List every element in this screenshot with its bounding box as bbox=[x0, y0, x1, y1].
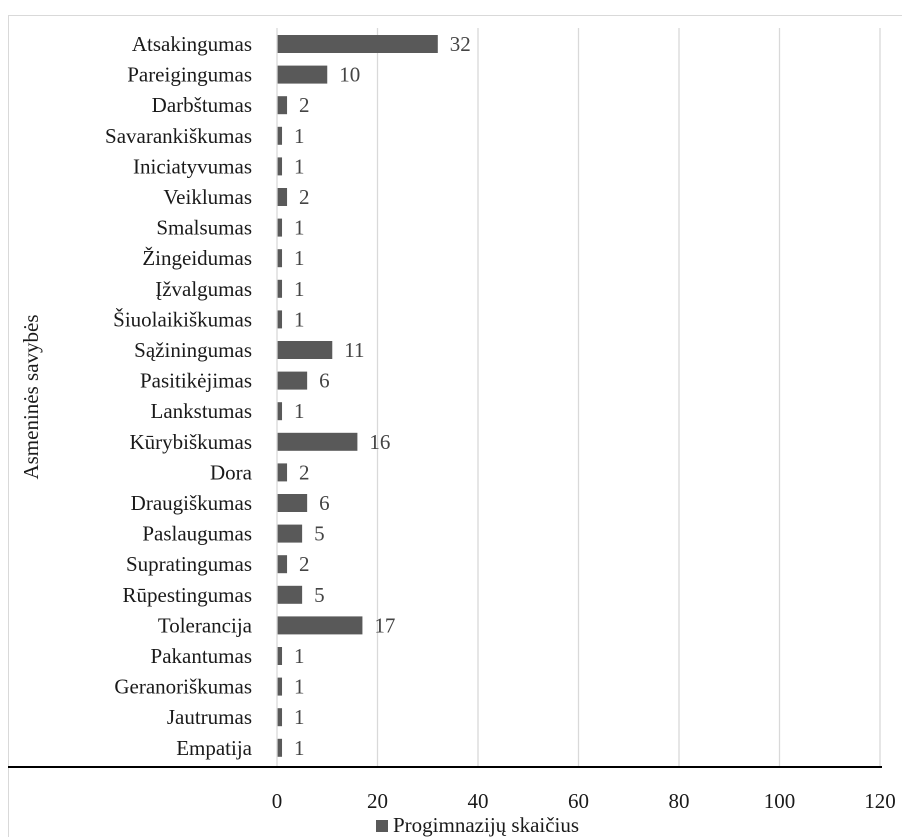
bars bbox=[277, 35, 438, 757]
bar bbox=[277, 738, 283, 757]
category-label: Darbštumas bbox=[152, 93, 252, 117]
data-label: 16 bbox=[369, 430, 390, 454]
axes bbox=[8, 28, 882, 768]
data-label: 2 bbox=[299, 185, 310, 209]
x-tick-label: 20 bbox=[367, 789, 388, 813]
x-tick-label: 60 bbox=[568, 789, 589, 813]
category-label: Rūpestingumas bbox=[123, 583, 253, 607]
bar bbox=[277, 218, 283, 237]
category-label: Lankstumas bbox=[151, 399, 252, 423]
data-label: 1 bbox=[294, 644, 305, 668]
bar bbox=[277, 96, 288, 115]
category-label: Kūrybiškumas bbox=[130, 430, 253, 454]
data-label: 2 bbox=[299, 460, 310, 484]
category-label: Paslaugumas bbox=[142, 522, 252, 546]
data-label: 2 bbox=[299, 93, 310, 117]
category-label: Pakantumas bbox=[151, 644, 252, 668]
bar bbox=[277, 35, 438, 53]
y-axis-title: Asmeninės savybės bbox=[19, 314, 43, 479]
bar bbox=[277, 463, 288, 482]
x-tick-label: 80 bbox=[669, 789, 690, 813]
data-label: 32 bbox=[450, 32, 471, 56]
data-label: 11 bbox=[344, 338, 364, 362]
category-label: Žingeidumas bbox=[142, 246, 252, 270]
bar bbox=[277, 524, 303, 543]
category-label: Šiuolaikiškumas bbox=[113, 307, 252, 331]
data-label: 1 bbox=[294, 154, 305, 178]
legend-label: Progimnazijų skaičius bbox=[393, 813, 579, 837]
data-label: 1 bbox=[294, 675, 305, 699]
data-label: 1 bbox=[294, 216, 305, 240]
bar bbox=[277, 65, 328, 84]
category-label: Geranoriškumas bbox=[114, 675, 252, 699]
category-label: Draugiškumas bbox=[131, 491, 252, 515]
chart-frame bbox=[8, 15, 902, 837]
category-label: Pasitikėjimas bbox=[140, 369, 252, 393]
category-label: Pareigingumas bbox=[127, 63, 252, 87]
bar bbox=[277, 432, 358, 451]
category-label: Tolerancija bbox=[158, 613, 253, 637]
data-label: 1 bbox=[294, 399, 305, 423]
x-tick-label: 100 bbox=[764, 789, 796, 813]
category-label: Supratingumas bbox=[126, 552, 252, 576]
bar bbox=[277, 341, 333, 359]
category-label: Įžvalgumas bbox=[155, 277, 252, 301]
data-label: 1 bbox=[294, 307, 305, 331]
category-label: Empatija bbox=[176, 736, 252, 760]
category-labels: Atsakingumas Pareigingumas Darbštumas Savar… bbox=[105, 32, 253, 760]
x-tick-label: 120 bbox=[864, 789, 896, 813]
bar bbox=[277, 616, 363, 635]
bar bbox=[277, 249, 283, 268]
data-label: 1 bbox=[294, 277, 305, 301]
category-label: Atsakingumas bbox=[132, 32, 252, 56]
data-label: 17 bbox=[374, 613, 395, 637]
data-label: 5 bbox=[314, 583, 325, 607]
category-label: Iniciatyvumas bbox=[133, 154, 252, 178]
data-label: 10 bbox=[339, 63, 360, 87]
x-tick-label: 0 bbox=[272, 789, 283, 813]
category-label: Dora bbox=[210, 460, 253, 484]
bar bbox=[277, 555, 288, 574]
category-label: Sąžiningumas bbox=[134, 338, 252, 362]
bar bbox=[277, 647, 283, 665]
data-label: 1 bbox=[294, 705, 305, 729]
bar bbox=[277, 708, 283, 727]
bar bbox=[277, 494, 308, 512]
data-label: 1 bbox=[294, 124, 305, 148]
data-label: 2 bbox=[299, 552, 310, 576]
bar bbox=[277, 371, 308, 390]
category-label: Savarankiškumas bbox=[105, 124, 252, 148]
category-label: Veiklumas bbox=[163, 185, 252, 209]
data-label: 1 bbox=[294, 736, 305, 760]
data-label: 1 bbox=[294, 246, 305, 270]
category-label: Jautrumas bbox=[167, 705, 252, 729]
category-label: Smalsumas bbox=[156, 216, 252, 240]
data-label: 6 bbox=[319, 369, 330, 393]
data-label: 5 bbox=[314, 522, 325, 546]
bar bbox=[277, 157, 283, 176]
legend-swatch bbox=[376, 820, 388, 832]
legend: Progimnazijų skaičius bbox=[376, 813, 579, 837]
data-label: 6 bbox=[319, 491, 330, 515]
x-tick-labels: 0 20 40 60 80 100 120 bbox=[272, 789, 896, 813]
bar bbox=[277, 402, 283, 421]
bar bbox=[277, 126, 283, 145]
bar bbox=[277, 677, 283, 696]
bar bbox=[277, 279, 283, 298]
bar bbox=[277, 585, 303, 604]
x-tick-label: 40 bbox=[468, 789, 489, 813]
grid-lines bbox=[376, 28, 881, 767]
bar bbox=[277, 188, 288, 206]
bar bbox=[277, 310, 283, 329]
